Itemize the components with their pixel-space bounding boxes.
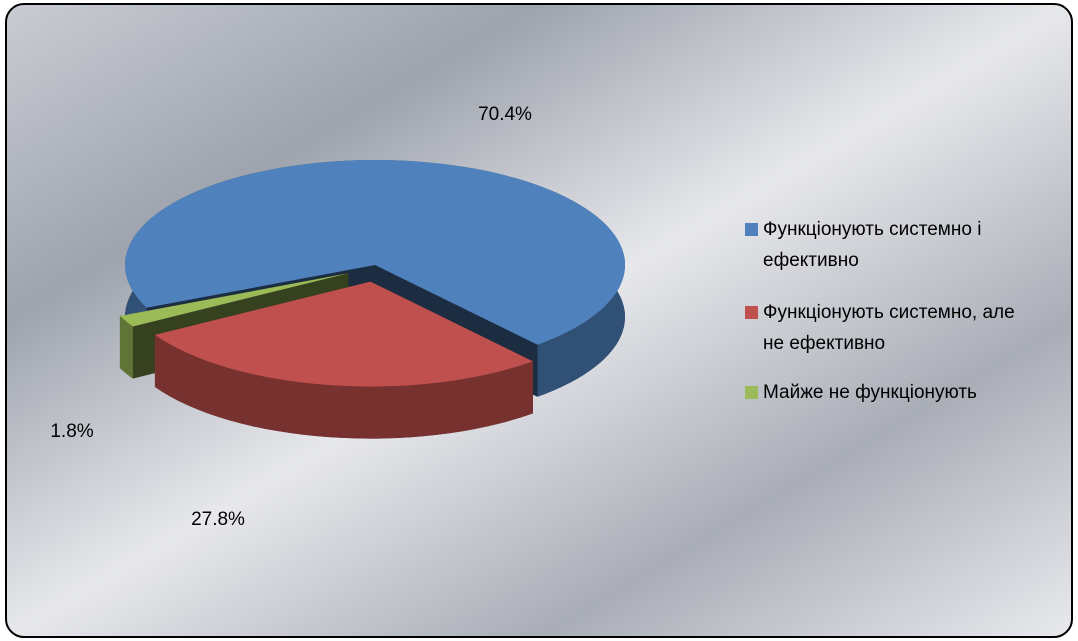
slice-wall [119, 315, 133, 379]
legend-label: Функціонують системно, але не ефективно [763, 302, 1020, 354]
slice [154, 281, 533, 387]
data-label: 27.8% [191, 509, 245, 530]
data-label: 70.4% [478, 104, 532, 125]
legend-label: Майже не функціонують [763, 382, 977, 403]
slice-wall [154, 334, 533, 439]
slice [125, 160, 625, 345]
legend-swatch [745, 306, 758, 319]
legend-swatch [745, 386, 758, 399]
pie [119, 160, 626, 439]
legend: Функціонують системно і ефективно Функціо… [745, 219, 1020, 403]
slice [119, 273, 349, 327]
legend-label: Функціонують системно і ефективно [763, 219, 987, 271]
legend-swatch [745, 223, 758, 236]
data-label: 1.8% [50, 421, 93, 442]
